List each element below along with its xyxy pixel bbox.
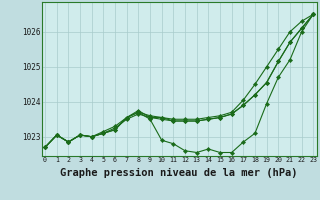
X-axis label: Graphe pression niveau de la mer (hPa): Graphe pression niveau de la mer (hPa) bbox=[60, 168, 298, 178]
